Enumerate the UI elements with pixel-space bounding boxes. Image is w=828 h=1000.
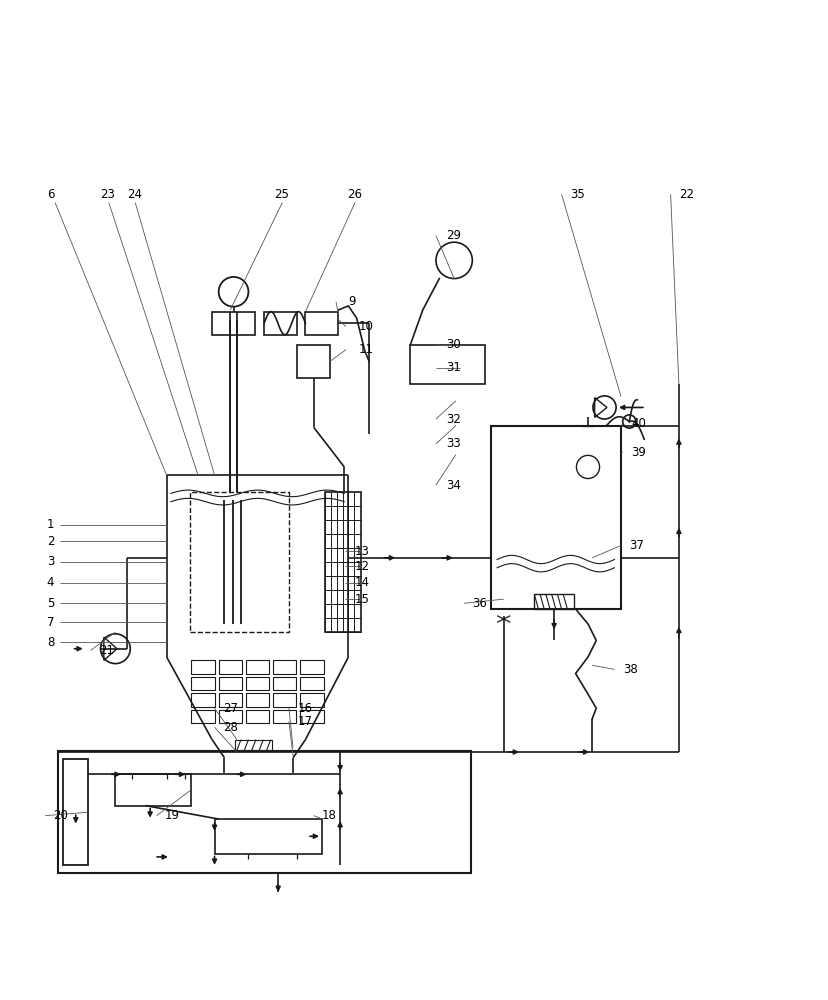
Bar <box>235 740 272 750</box>
Bar <box>325 492 360 632</box>
Text: 6: 6 <box>46 188 55 201</box>
Bar <box>300 660 323 674</box>
Bar <box>246 710 269 723</box>
Circle shape <box>622 415 635 428</box>
Text: 28: 28 <box>223 721 238 734</box>
Text: 16: 16 <box>296 702 312 715</box>
Text: 22: 22 <box>678 188 693 201</box>
Text: 32: 32 <box>445 413 460 426</box>
Bar <box>273 660 296 674</box>
Text: 30: 30 <box>445 338 460 351</box>
Text: 26: 26 <box>346 188 361 201</box>
Text: 11: 11 <box>358 343 373 356</box>
Bar <box>264 312 296 335</box>
Text: 40: 40 <box>630 417 645 430</box>
Text: 35: 35 <box>569 188 584 201</box>
Bar <box>246 660 269 674</box>
Text: 31: 31 <box>445 361 460 374</box>
Text: 7: 7 <box>46 616 55 629</box>
Text: 5: 5 <box>46 597 54 610</box>
Bar <box>273 693 296 707</box>
Bar <box>410 345 484 384</box>
Text: 8: 8 <box>46 636 54 649</box>
Bar <box>219 693 242 707</box>
Text: 17: 17 <box>296 715 312 728</box>
Bar <box>191 710 214 723</box>
Text: 25: 25 <box>274 188 289 201</box>
Bar <box>305 312 338 335</box>
Text: 29: 29 <box>445 229 460 242</box>
Text: 24: 24 <box>127 188 142 201</box>
Bar <box>219 660 242 674</box>
Bar <box>300 710 323 723</box>
Text: 4: 4 <box>46 576 55 589</box>
Text: 36: 36 <box>472 597 487 610</box>
Bar <box>219 710 242 723</box>
Bar <box>246 677 269 690</box>
Bar <box>190 492 289 632</box>
Bar <box>212 312 255 335</box>
Text: 38: 38 <box>622 663 637 676</box>
Text: 13: 13 <box>354 545 369 558</box>
Bar <box>273 677 296 690</box>
Bar <box>273 710 296 723</box>
Bar <box>296 345 330 378</box>
Bar <box>300 677 323 690</box>
Text: 23: 23 <box>100 188 115 201</box>
Bar <box>214 819 321 854</box>
Text: 20: 20 <box>53 809 68 822</box>
Text: 15: 15 <box>354 593 369 606</box>
Bar <box>219 677 242 690</box>
Text: 39: 39 <box>630 446 645 459</box>
Text: 21: 21 <box>99 644 113 657</box>
Text: 37: 37 <box>628 539 643 552</box>
Bar <box>57 751 470 873</box>
Text: 19: 19 <box>165 809 180 822</box>
Text: 14: 14 <box>354 576 369 589</box>
Bar <box>63 759 88 865</box>
Bar <box>300 693 323 707</box>
Text: 34: 34 <box>445 479 460 492</box>
Bar <box>191 660 214 674</box>
Text: 2: 2 <box>46 535 55 548</box>
Text: 18: 18 <box>321 809 336 822</box>
Text: 33: 33 <box>445 437 460 450</box>
Text: 10: 10 <box>358 320 373 333</box>
Bar <box>246 693 269 707</box>
Text: 9: 9 <box>348 295 355 308</box>
Bar <box>115 774 191 806</box>
Text: 3: 3 <box>46 555 54 568</box>
Text: 12: 12 <box>354 560 369 573</box>
Text: 1: 1 <box>46 518 55 531</box>
Bar <box>534 594 573 609</box>
Bar <box>191 677 214 690</box>
Bar <box>490 426 620 609</box>
Text: 27: 27 <box>223 702 238 715</box>
Bar <box>191 693 214 707</box>
